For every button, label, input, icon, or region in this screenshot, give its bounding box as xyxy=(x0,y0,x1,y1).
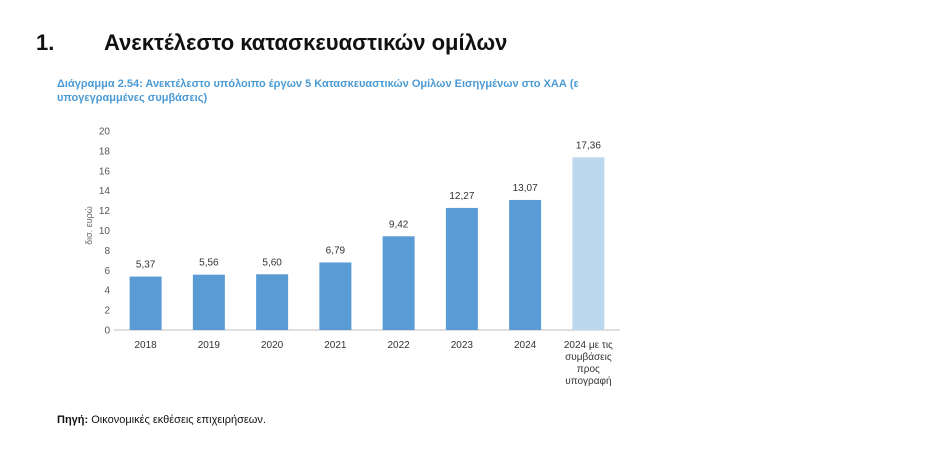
data-label: 5,56 xyxy=(199,258,219,269)
y-tick-label: 12 xyxy=(99,206,111,217)
x-tick-label: 2020 xyxy=(261,340,284,351)
data-label: 5,37 xyxy=(136,260,156,271)
bar xyxy=(192,274,225,330)
bar xyxy=(129,276,162,330)
section-title: Ανεκτέλεστο κατασκευαστικών ομίλων xyxy=(104,30,508,55)
source-text: Οικονομικές εκθέσεις επιχειρήσεων. xyxy=(88,414,266,426)
data-label: 13,07 xyxy=(513,183,538,194)
bar xyxy=(256,274,289,330)
x-tick-label: 2024 xyxy=(514,340,537,351)
y-tick-label: 4 xyxy=(104,286,110,297)
data-label: 12,27 xyxy=(449,191,474,202)
y-tick-label: 6 xyxy=(104,266,110,277)
x-tick-label: 2021 xyxy=(324,340,347,351)
chart-caption: Διάγραμμα 2.54: Ανεκτέλεστο υπόλοιπο έργ… xyxy=(57,78,579,104)
x-tick-label: 2023 xyxy=(451,340,474,351)
bar xyxy=(319,262,352,330)
source-note: Πηγή: Οικονομικές εκθέσεις επιχειρήσεων. xyxy=(57,414,266,426)
bar xyxy=(445,207,478,330)
x-tick-label: 2019 xyxy=(198,340,221,351)
data-label: 9,42 xyxy=(389,219,409,230)
y-tick-label: 10 xyxy=(99,226,111,237)
source-label: Πηγή: xyxy=(57,414,89,426)
y-tick-label: 16 xyxy=(99,166,111,177)
y-tick-label: 20 xyxy=(99,127,111,138)
data-label: 5,60 xyxy=(262,257,282,268)
y-tick-label: 0 xyxy=(104,326,110,337)
x-tick-label: 2022 xyxy=(388,340,411,351)
x-tick-label: 2018 xyxy=(135,340,158,351)
bar xyxy=(509,199,542,330)
y-tick-label: 18 xyxy=(99,146,111,157)
x-tick-label: 2024 με τις συμβάσεις προς υπογραφή xyxy=(564,340,613,387)
data-label: 6,79 xyxy=(326,245,346,256)
bar xyxy=(572,157,605,330)
y-tick-label: 8 xyxy=(104,246,110,257)
bar xyxy=(382,236,415,330)
y-axis-label: δισ. ευρώ xyxy=(84,206,94,245)
section-number: 1. xyxy=(36,30,55,55)
data-label: 17,36 xyxy=(576,140,601,151)
y-tick-label: 14 xyxy=(99,186,111,197)
bar-chart: 0 2 4 6 8 10 12 14 16 18 20 δισ. ευρώ 5,37 2018 5,56 20… xyxy=(84,127,620,387)
y-tick-label: 2 xyxy=(104,306,110,317)
